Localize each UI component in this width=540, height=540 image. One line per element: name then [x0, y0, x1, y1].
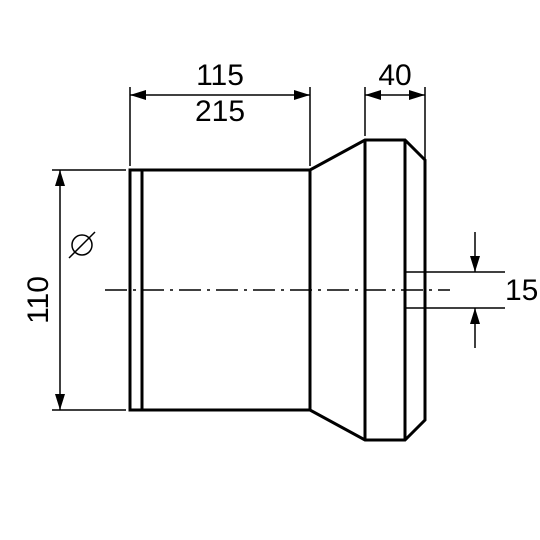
technical-drawing: 115215 40 110 15 [0, 0, 540, 540]
dimensions.flange_width: 40 [378, 59, 411, 92]
dimensions.diameter: 110 [22, 276, 55, 324]
dimensions.length_total: 215 [195, 95, 245, 128]
dimensions.offset: 15 [505, 274, 538, 307]
dimensions.length_body: 115 [196, 59, 244, 92]
diameter-symbol [69, 232, 95, 258]
